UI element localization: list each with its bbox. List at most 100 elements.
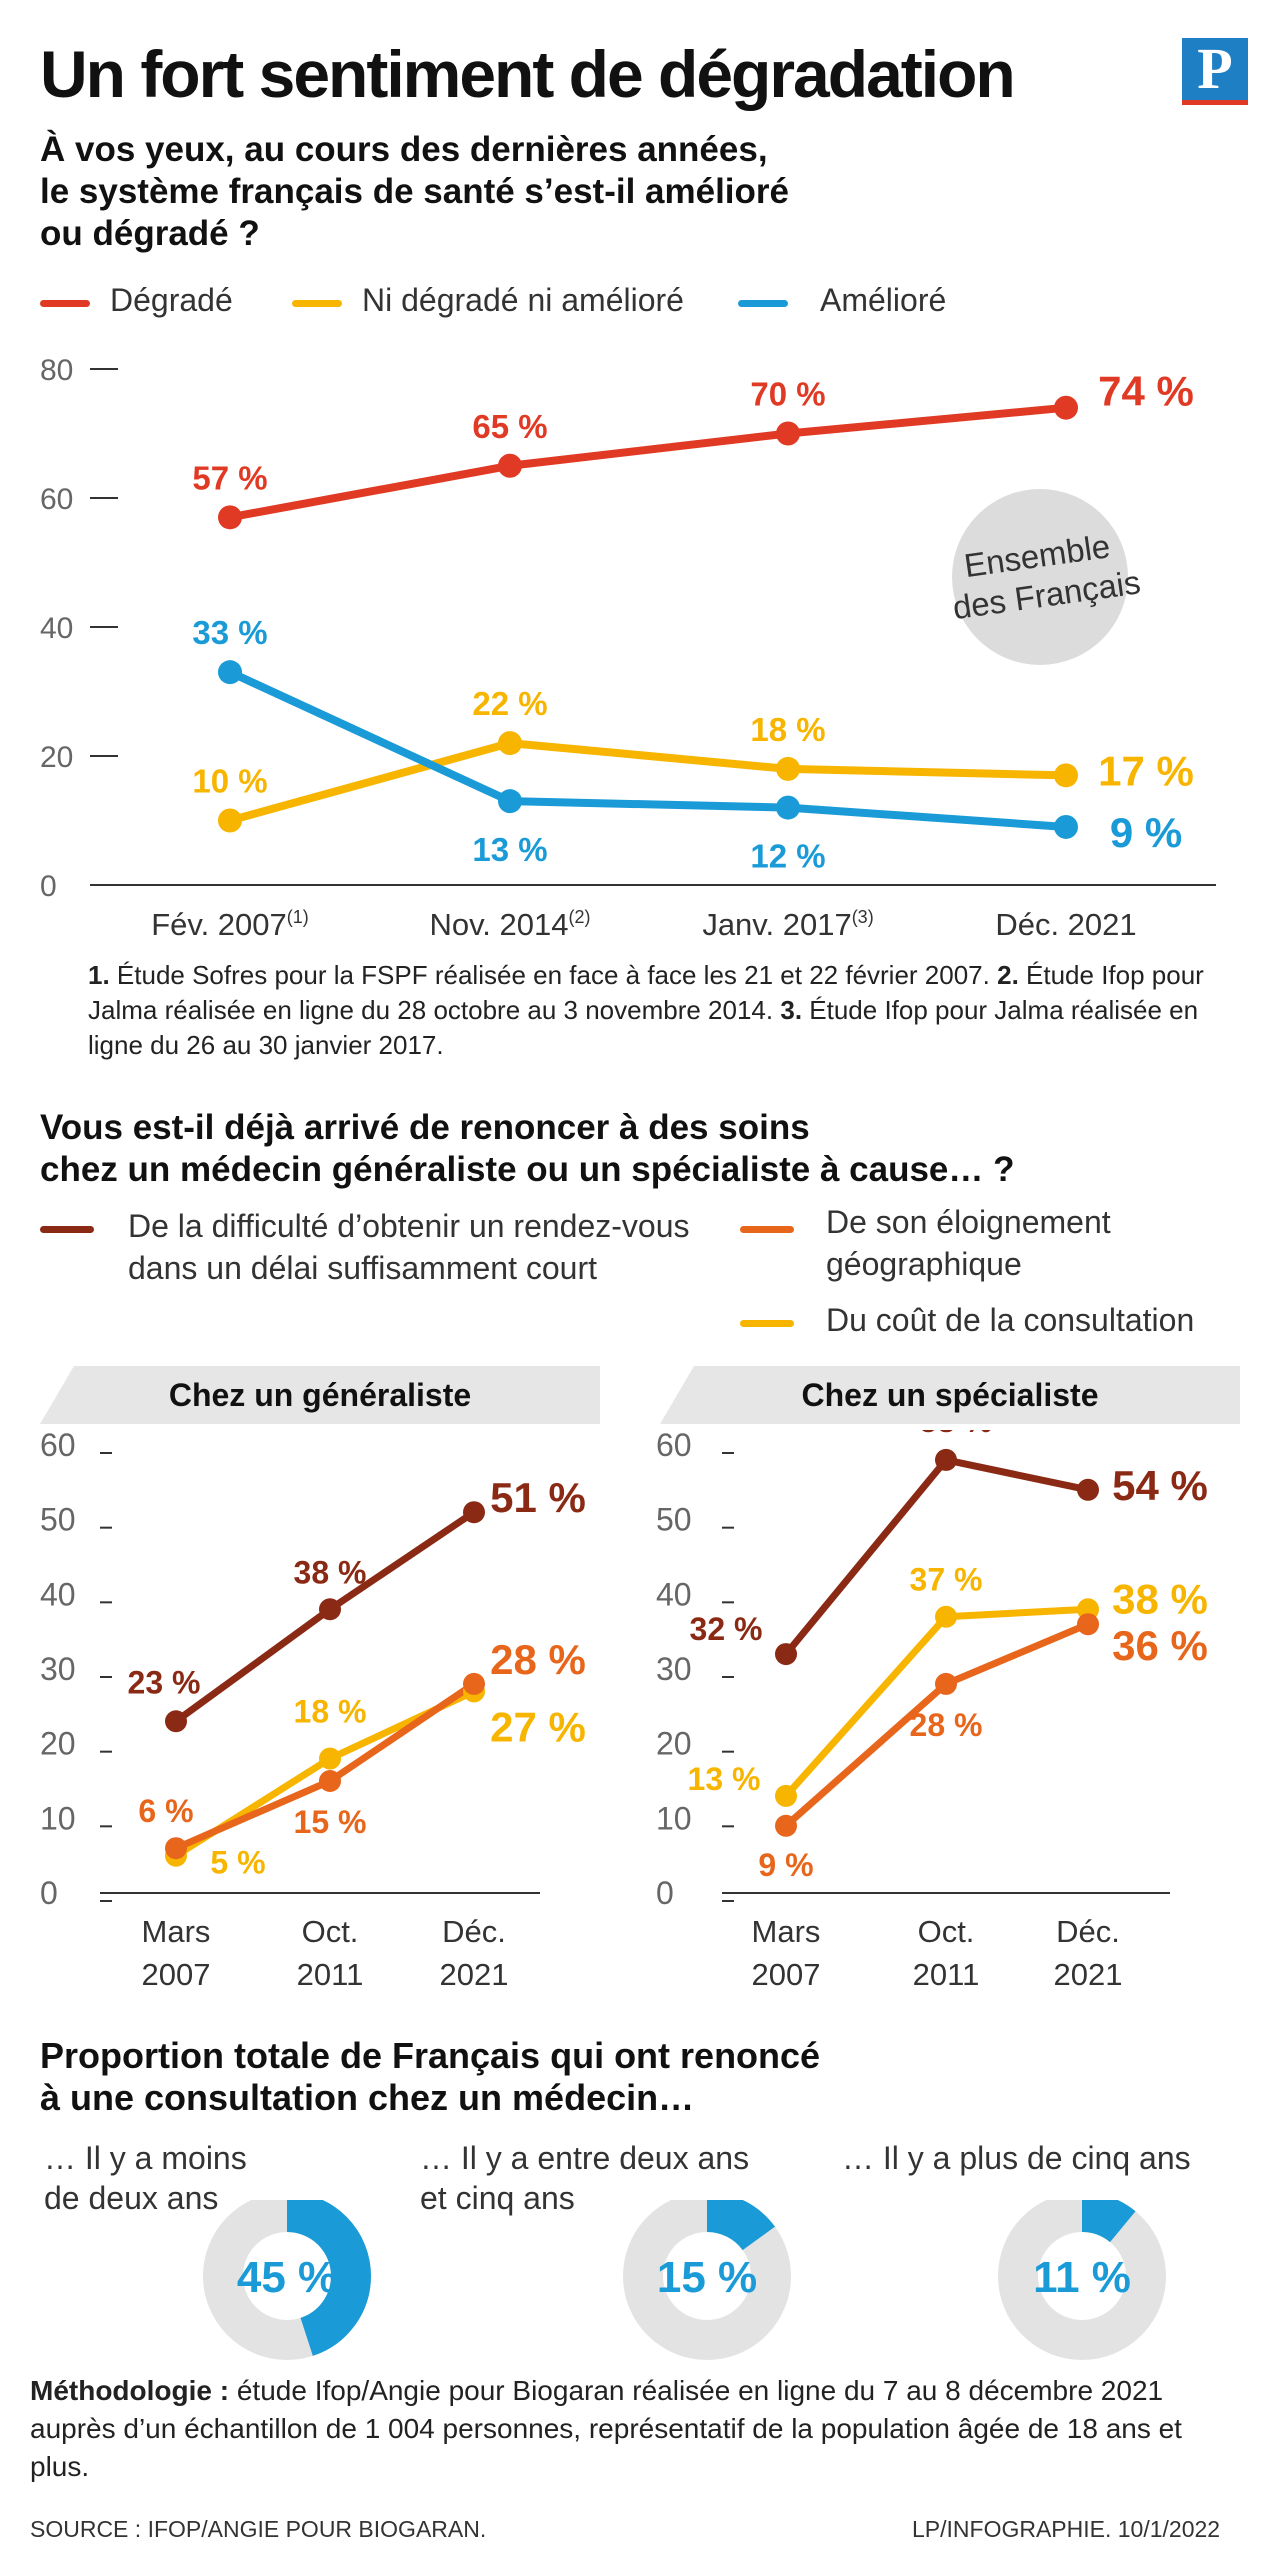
y-tick-label: 50 [40, 1502, 76, 1538]
data-point [1077, 1478, 1099, 1501]
y-tick-label: 20 [40, 1726, 76, 1762]
donut-value-label: 15 % [657, 2253, 757, 2302]
data-point [218, 660, 242, 685]
logo-underline [1182, 100, 1248, 105]
section-3-title-line-1: Proportion totale de Français qui ont re… [40, 2035, 821, 2076]
legend-swatch-eloignement [740, 1226, 794, 1233]
x-tick-label: Nov. 2014(2) [429, 907, 590, 942]
data-point [935, 1448, 957, 1471]
data-label: 13 % [472, 831, 547, 868]
data-point [775, 1784, 797, 1807]
data-label: 22 % [472, 685, 547, 722]
legend-label-delai-1: De la difficulté d’obtenir un rendez-vou… [128, 1208, 690, 1244]
legend-swatch-ameliore [738, 300, 788, 307]
y-tick-label: 40 [656, 1576, 692, 1612]
data-label: 33 % [192, 614, 267, 651]
page-title: Un fort sentiment de dégradation [40, 37, 1016, 111]
question-1-line-3: ou dégradé ? [40, 214, 260, 253]
data-label: 36 % [1112, 1622, 1208, 1669]
specialiste-line-chart: 0 10 20 30 40 50 60 Mars 2007 Oct. 2011 Déc. 2021 32 … [656, 1430, 1208, 1992]
y-tick-label: 30 [40, 1651, 76, 1687]
donut-value-arc [623, 2200, 791, 2360]
x-tick-label-line-2: 2011 [913, 1957, 980, 1992]
ensemble-badge [952, 489, 1128, 665]
donut-1-label-2: de deux ans [44, 2180, 219, 2216]
footnotes: 1. Étude Sofres pour la FSPF réalisée en… [88, 958, 1248, 1063]
question-2-line-1: Vous est-il déjà arrivé de renoncer à de… [40, 1108, 810, 1147]
question-1-line-1: À vos yeux, au cours des dernières année… [40, 130, 768, 169]
credit-text: LP/INFOGRAPHIE. 10/1/2022 [912, 2516, 1221, 2542]
note-3-text: Étude Ifop pour Jalma réalisée en ligne … [88, 995, 1199, 1060]
data-label: 15 % [294, 1804, 367, 1840]
y-tick-label: 50 [656, 1502, 692, 1538]
legend-label-eloignement-1: De son éloignement [826, 1204, 1111, 1240]
y-tick-label: 0 [40, 1875, 58, 1911]
data-label: 18 % [294, 1694, 367, 1730]
donut-value-arc [998, 2200, 1166, 2360]
legend-swatch-ni [292, 300, 342, 307]
x-tick-label-line-2: 2007 [752, 1957, 821, 1992]
question-1-line-2: le système français de santé s’est-il am… [40, 172, 789, 211]
panel-header-generaliste: Chez un généraliste [40, 1366, 600, 1424]
x-tick-label-line-2: 2011 [297, 1957, 364, 1992]
x-tick-label-line-1: Mars [142, 1914, 211, 1949]
data-point [218, 505, 242, 530]
data-label: 54 % [1112, 1462, 1208, 1509]
x-tick-label: Janv. 2017(3) [702, 907, 873, 942]
methodology: Méthodologie : étude Ifop/Angie pour Bio… [30, 2372, 1240, 2486]
note-2-text: Étude Ifop pour Jalma réalisée en ligne … [88, 960, 1204, 1025]
x-tick-label-line-2: 2021 [440, 1957, 509, 1992]
data-label: 6 % [138, 1793, 193, 1829]
series-line [783, 1605, 1089, 1799]
legend-swatch-degrade [40, 300, 90, 307]
data-label: 38 % [294, 1554, 367, 1590]
panel-header-specialiste: Chez un spécialiste [660, 1366, 1240, 1424]
data-point [1054, 395, 1078, 420]
data-point [776, 756, 800, 781]
data-point [776, 421, 800, 446]
main-line-chart: 0 20 40 60 80 Fév. 2007(1) Nov. 2014(2) Janv. 2… [40, 354, 1216, 942]
data-label: 27 % [490, 1703, 586, 1750]
data-label: 57 % [192, 459, 267, 496]
data-point [463, 1501, 485, 1524]
donut-2-label-2: et cinq ans [420, 2180, 575, 2216]
data-label: 65 % [472, 408, 547, 445]
legend-label-degrade: Dégradé [110, 282, 233, 318]
data-point [319, 1770, 341, 1792]
methodology-label: Méthodologie : [30, 2375, 230, 2406]
note-1-number: 1. [88, 960, 110, 990]
data-label: 17 % [1098, 747, 1194, 794]
y-tick-label: 30 [656, 1651, 692, 1687]
data-label: 70 % [750, 376, 825, 413]
legend-swatch-cout [740, 1320, 794, 1327]
x-tick-label-line-1: Mars [752, 1914, 821, 1949]
data-label: 28 % [910, 1707, 983, 1743]
x-tick-label-line-2: 2021 [1054, 1957, 1123, 1992]
data-label: 9 % [758, 1847, 813, 1883]
data-label: 18 % [750, 711, 825, 748]
data-point [935, 1605, 957, 1628]
x-tick-label-line-1: Oct. [918, 1914, 975, 1949]
series-line [229, 403, 1067, 522]
data-label: 74 % [1098, 368, 1194, 415]
legend-swatch-delai [40, 1226, 94, 1233]
data-point [498, 789, 522, 814]
legend-label-ameliore: Amélioré [820, 282, 947, 318]
y-tick-label: 10 [40, 1800, 76, 1836]
data-label: 5 % [210, 1845, 265, 1881]
y-tick-label: 10 [656, 1800, 692, 1836]
y-tick-label: 40 [40, 1576, 76, 1612]
data-label: 32 % [690, 1611, 763, 1647]
y-tick-label: 20 [40, 741, 73, 774]
brand-logo: P [1182, 38, 1248, 100]
y-tick-label: 40 [40, 612, 73, 645]
legend-label-ni: Ni dégradé ni amélioré [362, 282, 684, 318]
y-tick-label: 20 [656, 1726, 692, 1762]
generaliste-line-chart: 0 10 20 30 40 50 60 Mars 2007 Oct. 2011 Déc. 2021 23 … [40, 1430, 586, 1992]
data-point [218, 808, 242, 833]
donut-value-arc [203, 2200, 371, 2360]
donut-1-label-1: … Il y a moins [44, 2140, 247, 2176]
data-point [775, 1814, 797, 1837]
data-label: 13 % [688, 1761, 761, 1797]
data-point [935, 1672, 957, 1695]
